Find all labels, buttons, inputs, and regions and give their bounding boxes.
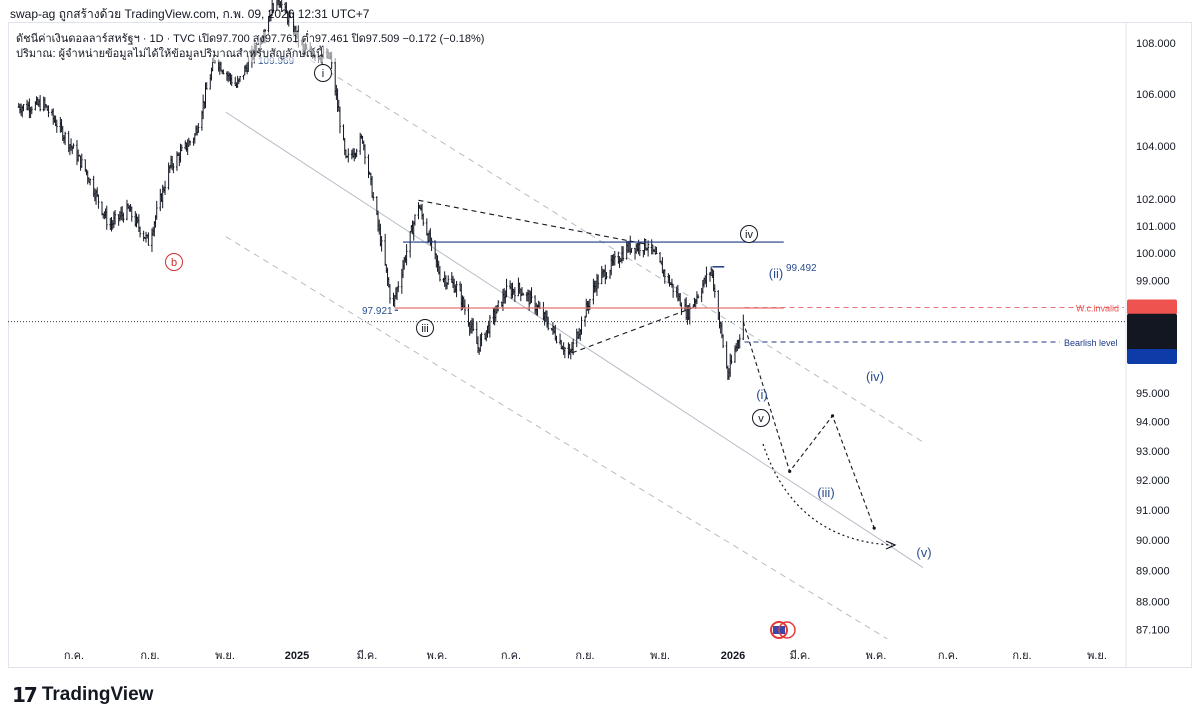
level-97921-label: 97.921 bbox=[362, 306, 393, 317]
wave-i-label-circle bbox=[314, 64, 332, 82]
legend-ohlc: ดัชนีค่าเงินดอลลาร์สหรัฐฯ · 1D · TVC เปิ… bbox=[16, 33, 485, 45]
price-tick-label: 100.000 bbox=[1136, 248, 1176, 260]
w-c-invalid-note: W.c.invalid bbox=[1076, 303, 1119, 313]
wave-minor-i-label: (i) bbox=[756, 387, 768, 402]
price-tick-label: 91.000 bbox=[1136, 505, 1170, 517]
time-tick-label: พ.ค. bbox=[866, 650, 887, 662]
wave-i-label: i bbox=[322, 68, 324, 80]
channel-middle-line bbox=[225, 111, 924, 568]
price-tick-label: 95.000 bbox=[1136, 388, 1170, 400]
price-badge-bearish bbox=[1127, 348, 1177, 364]
triangle-line-2 bbox=[571, 307, 693, 354]
legend-volume-note: ปริมาณ: ผู้จำหน่ายข้อมูลไม่ได้ให้ข้อมูลป… bbox=[16, 48, 324, 60]
wave-iii-label: iii bbox=[421, 323, 428, 335]
price-tick-label: 101.000 bbox=[1136, 221, 1176, 233]
time-tick-label: มี.ค. bbox=[357, 649, 378, 662]
time-tick-label: พ.ย. bbox=[1087, 650, 1107, 662]
chart-frame bbox=[8, 22, 1192, 668]
time-tick-label: ก.ย. bbox=[575, 650, 594, 662]
tradingview-logo-icon: 17 bbox=[12, 683, 38, 707]
wave-iii-label-circle bbox=[416, 319, 434, 337]
dotted-curve-arrowhead bbox=[885, 540, 897, 550]
price-tick-label: 94.000 bbox=[1136, 417, 1170, 429]
time-tick-label: พ.ย. bbox=[650, 650, 670, 662]
wave-minor-iii-label: (iii) bbox=[817, 485, 834, 500]
price-tick-label: 108.000 bbox=[1136, 38, 1176, 50]
price-tick-label: 99.000 bbox=[1136, 275, 1170, 287]
price-tick-label: 102.000 bbox=[1136, 194, 1176, 206]
price-tick-label: 87.100 bbox=[1136, 624, 1170, 636]
projection-arrowhead bbox=[872, 526, 876, 530]
time-tick-label: ก.ค. bbox=[501, 650, 521, 662]
channel-lines bbox=[8, 47, 1126, 640]
wave-v-label-circle bbox=[752, 409, 770, 427]
time-tick-label: ก.ย. bbox=[140, 650, 159, 662]
time-tick-label: 2025 bbox=[285, 650, 309, 662]
bearish-level-note: Bearlish level bbox=[1064, 338, 1118, 348]
price-axis[interactable] bbox=[1125, 23, 1177, 668]
price-tick-label: 89.000 bbox=[1136, 566, 1170, 578]
wave-minor-iv-label: (iv) bbox=[866, 369, 884, 384]
projection-arrowhead bbox=[788, 469, 792, 473]
time-tick-label: 2026 bbox=[721, 650, 745, 662]
tradingview-logo[interactable]: 17 TradingView bbox=[12, 683, 154, 707]
time-tick-label: พ.ค. bbox=[427, 650, 448, 662]
wave-b-label: b bbox=[171, 257, 177, 269]
projection-arrowhead bbox=[830, 414, 835, 418]
time-tick-label: ก.ค. bbox=[938, 650, 958, 662]
price-tick-label: 104.000 bbox=[1136, 141, 1176, 153]
drawings bbox=[394, 199, 1124, 550]
price-tick-label: 93.000 bbox=[1136, 446, 1170, 458]
price-tick-label: 92.000 bbox=[1136, 475, 1170, 487]
triangle-line-1 bbox=[418, 199, 650, 246]
price-tick-label: 106.000 bbox=[1136, 89, 1176, 101]
time-tick-label: ก.ค. bbox=[64, 650, 84, 662]
wave-minor-v-label: (v) bbox=[916, 545, 931, 560]
time-tick-label: พ.ย. bbox=[215, 650, 235, 662]
time-tick-label: ก.ย. bbox=[1012, 650, 1031, 662]
price-tick-label: 90.000 bbox=[1136, 535, 1170, 547]
price-tick-label: 88.000 bbox=[1136, 596, 1170, 608]
wave-b-label-circle bbox=[165, 253, 183, 271]
wave-iv-label: iv bbox=[745, 229, 753, 241]
channel-lower-line bbox=[225, 236, 888, 640]
price-badge-last bbox=[1127, 313, 1177, 354]
wave-iv-label-circle bbox=[740, 225, 758, 243]
projection-path bbox=[742, 321, 875, 529]
us-flag-icon-ring bbox=[778, 621, 796, 639]
symbol-legend[interactable]: ดัชนีค่าเงินดอลลาร์สหรัฐฯ · 1D · TVC เปิ… bbox=[16, 32, 485, 62]
snapshot-title: swap-ag ถูกสร้างด้วย TradingView.com, ก.… bbox=[10, 7, 370, 21]
tradingview-logo-text: TradingView bbox=[41, 684, 154, 705]
price-badge-invalid bbox=[1127, 299, 1177, 315]
time-tick-label: มี.ค. bbox=[790, 649, 811, 662]
channel-upper-line bbox=[290, 47, 924, 443]
wave-minor-ii-label: (ii) bbox=[769, 266, 783, 281]
wave-v-label: v bbox=[758, 413, 764, 425]
level-99492-label: 99.492 bbox=[786, 263, 817, 274]
